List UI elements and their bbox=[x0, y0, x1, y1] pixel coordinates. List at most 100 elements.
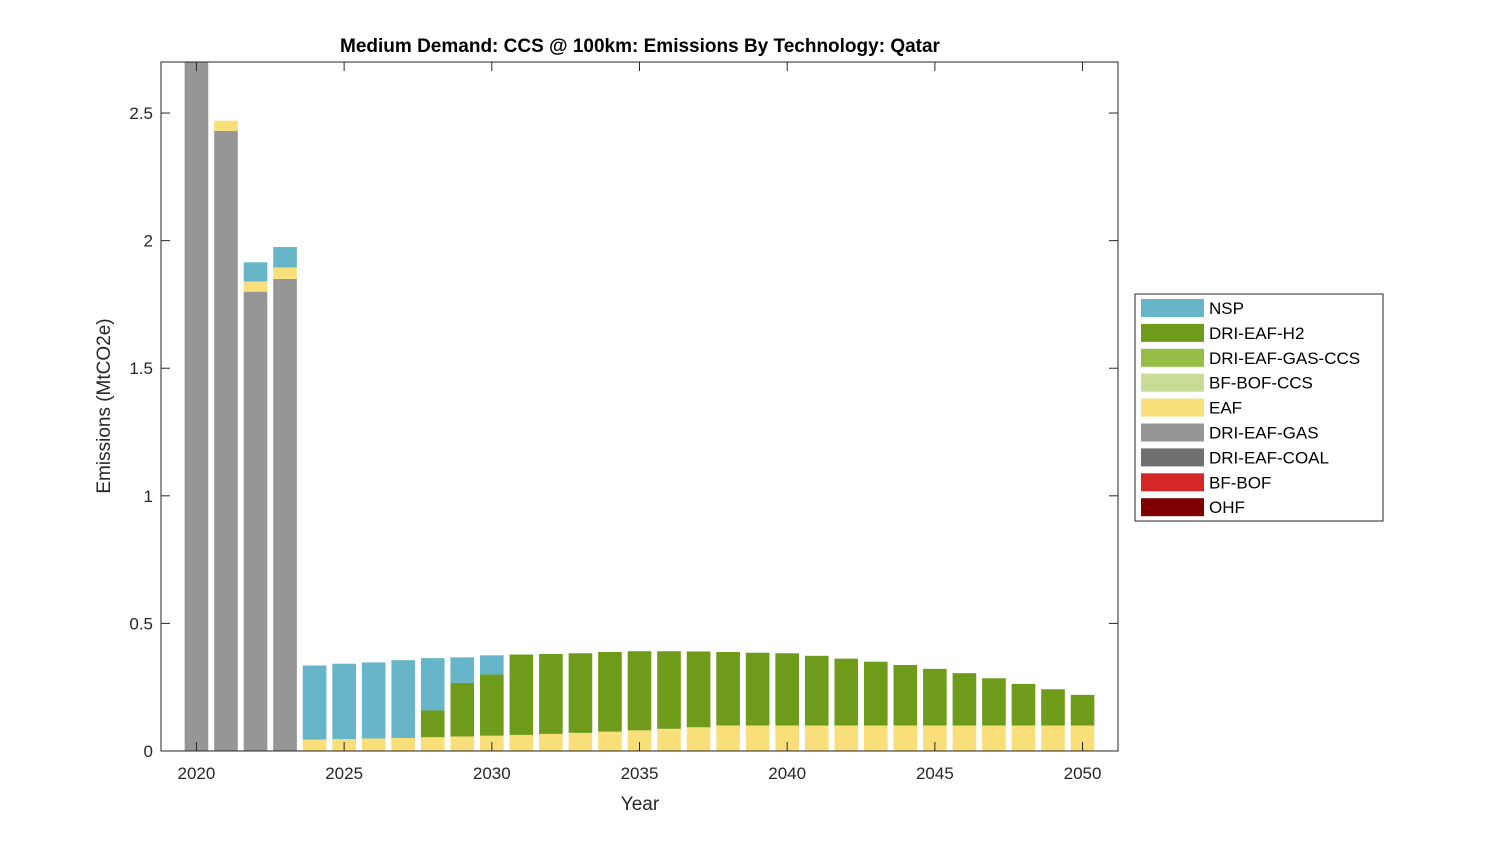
bar-segment-eaf-2029 bbox=[450, 736, 475, 751]
legend-swatch-dri-eaf-gas bbox=[1141, 423, 1204, 442]
legend-swatch-bf-bof bbox=[1141, 473, 1204, 492]
bar-segment-eaf-2043 bbox=[863, 725, 888, 751]
bar-segment-dri-eaf-h2-2047 bbox=[982, 678, 1006, 726]
legend-label-dri-eaf-gas: DRI-EAF-GAS bbox=[1209, 424, 1319, 443]
bar-segment-dri-eaf-gas-2020 bbox=[184, 62, 209, 751]
legend-label-eaf: EAF bbox=[1209, 399, 1242, 418]
bar-segment-dri-eaf-h2-2043 bbox=[863, 661, 888, 726]
x-tick-label: 2040 bbox=[768, 764, 806, 783]
y-tick-label: 2.5 bbox=[129, 104, 153, 123]
bar-segment-eaf-2046 bbox=[952, 725, 977, 751]
bar-segment-dri-eaf-h2-2045 bbox=[923, 668, 947, 726]
bar-segment-nsp-2022 bbox=[243, 262, 268, 282]
x-tick-label: 2020 bbox=[178, 764, 216, 783]
legend-label-bf-bof-ccs: BF-BOF-CCS bbox=[1209, 374, 1313, 393]
y-axis-label: Emissions (MtCO2e) bbox=[94, 318, 115, 493]
bar-segment-dri-eaf-h2-2034 bbox=[598, 651, 622, 732]
bar-segment-nsp-2025 bbox=[332, 663, 356, 740]
bar-segment-dri-eaf-h2-2031 bbox=[509, 654, 534, 735]
plot-area-frame bbox=[160, 61, 1119, 752]
legend-swatch-dri-eaf-coal bbox=[1141, 448, 1204, 467]
legend-swatch-ohf bbox=[1141, 498, 1204, 517]
bar-segment-nsp-2024 bbox=[302, 665, 327, 740]
bar-segment-eaf-2021 bbox=[214, 120, 238, 131]
x-tick-label: 2035 bbox=[621, 764, 659, 783]
legend-label-dri-eaf-h2: DRI-EAF-H2 bbox=[1209, 324, 1304, 343]
legend-swatch-dri-eaf-gas-ccs bbox=[1141, 348, 1204, 367]
bar-segment-eaf-2023 bbox=[273, 267, 297, 279]
bar-segment-eaf-2039 bbox=[745, 725, 770, 751]
bar-segment-eaf-2027 bbox=[391, 737, 416, 751]
legend-label-nsp: NSP bbox=[1209, 299, 1244, 318]
bar-segment-nsp-2030 bbox=[480, 655, 504, 675]
bar-segment-dri-eaf-h2-2037 bbox=[686, 651, 711, 728]
bar-segment-eaf-2028 bbox=[420, 737, 445, 751]
bar-segment-eaf-2048 bbox=[1011, 725, 1036, 751]
x-tick-label: 2030 bbox=[473, 764, 511, 783]
bar-segment-eaf-2050 bbox=[1070, 725, 1095, 751]
bar-segment-eaf-2045 bbox=[923, 725, 947, 751]
bar-segment-dri-eaf-gas-2021 bbox=[214, 130, 238, 751]
legend-label-dri-eaf-gas-ccs: DRI-EAF-GAS-CCS bbox=[1209, 349, 1360, 368]
bar-segment-dri-eaf-h2-2046 bbox=[952, 673, 977, 726]
bar-segment-dri-eaf-h2-2038 bbox=[716, 651, 740, 726]
legend: NSP DRI-EAF-H2 DRI-EAF-GAS-CCS BF-BOF-CCS EA… bbox=[1134, 293, 1384, 522]
bar-segment-eaf-2038 bbox=[716, 725, 740, 751]
bar-segment-dri-eaf-gas-2023 bbox=[273, 278, 297, 751]
y-axis: 0 0.5 1 1.5 2 2.5 bbox=[129, 104, 1118, 761]
bar-segment-nsp-2023 bbox=[273, 247, 297, 268]
bar-segment-nsp-2026 bbox=[361, 662, 386, 739]
bar-segment-eaf-2041 bbox=[804, 725, 829, 751]
bar-segment-eaf-2049 bbox=[1041, 725, 1065, 751]
bar-segment-eaf-2033 bbox=[568, 732, 593, 751]
y-tick-label: 2 bbox=[144, 232, 153, 251]
bar-segment-nsp-2028 bbox=[420, 658, 445, 711]
x-tick-label: 2025 bbox=[325, 764, 363, 783]
bar-segment-eaf-2036 bbox=[657, 728, 681, 751]
bar-segment-dri-eaf-h2-2048 bbox=[1011, 683, 1036, 726]
bar-segment-dri-eaf-h2-2040 bbox=[775, 653, 799, 726]
bar-segment-dri-eaf-h2-2030 bbox=[480, 674, 504, 736]
bar-segment-eaf-2037 bbox=[686, 727, 711, 751]
bar-segment-dri-eaf-h2-2033 bbox=[568, 653, 593, 733]
bar-segment-eaf-2034 bbox=[598, 731, 622, 751]
legend-swatch-eaf bbox=[1141, 398, 1204, 417]
y-tick-label: 0 bbox=[144, 742, 153, 761]
bar-segment-dri-eaf-h2-2028 bbox=[420, 710, 445, 738]
bar-segment-dri-eaf-h2-2041 bbox=[804, 655, 829, 726]
bar-segment-dri-eaf-h2-2032 bbox=[539, 654, 563, 734]
bar-segment-dri-eaf-h2-2049 bbox=[1041, 689, 1065, 726]
bar-segment-eaf-2042 bbox=[834, 725, 859, 751]
bar-segment-eaf-2047 bbox=[982, 725, 1006, 751]
legend-swatch-bf-bof-ccs bbox=[1141, 373, 1204, 392]
chart-title: Medium Demand: CCS @ 100km: Emissions By… bbox=[340, 36, 941, 57]
x-tick-label: 2050 bbox=[1064, 764, 1102, 783]
bar-segment-eaf-2032 bbox=[539, 733, 563, 751]
bar-segment-eaf-2026 bbox=[361, 738, 386, 751]
legend-label-dri-eaf-coal: DRI-EAF-COAL bbox=[1209, 448, 1329, 467]
y-tick-label: 1.5 bbox=[129, 359, 153, 378]
legend-label-bf-bof: BF-BOF bbox=[1209, 473, 1271, 492]
x-tick-label: 2045 bbox=[916, 764, 954, 783]
legend-swatch-dri-eaf-h2 bbox=[1141, 323, 1204, 342]
bar-segment-eaf-2024 bbox=[302, 739, 327, 751]
bar-segment-dri-eaf-h2-2039 bbox=[745, 652, 770, 726]
bar-segment-eaf-2040 bbox=[775, 725, 799, 751]
bar-segment-dri-eaf-h2-2042 bbox=[834, 658, 859, 726]
bars-layer bbox=[184, 62, 1095, 751]
bar-segment-dri-eaf-h2-2044 bbox=[893, 665, 918, 726]
y-tick-label: 1 bbox=[144, 487, 153, 506]
bar-segment-dri-eaf-h2-2050 bbox=[1070, 694, 1095, 726]
legend-label-ohf: OHF bbox=[1209, 498, 1245, 517]
bar-segment-nsp-2029 bbox=[450, 657, 475, 683]
bar-segment-dri-eaf-h2-2036 bbox=[657, 651, 681, 729]
bar-segment-nsp-2027 bbox=[391, 660, 416, 738]
bar-segment-eaf-2031 bbox=[509, 734, 534, 751]
x-axis: 2020 2025 2030 2035 2040 2045 2050 bbox=[178, 62, 1102, 783]
bar-segment-eaf-2022 bbox=[243, 281, 268, 292]
bar-segment-eaf-2035 bbox=[627, 730, 652, 751]
bar-segment-dri-eaf-h2-2035 bbox=[627, 651, 652, 731]
x-axis-label: Year bbox=[621, 794, 660, 815]
legend-swatch-nsp bbox=[1141, 299, 1204, 317]
y-tick-label: 0.5 bbox=[129, 614, 153, 633]
